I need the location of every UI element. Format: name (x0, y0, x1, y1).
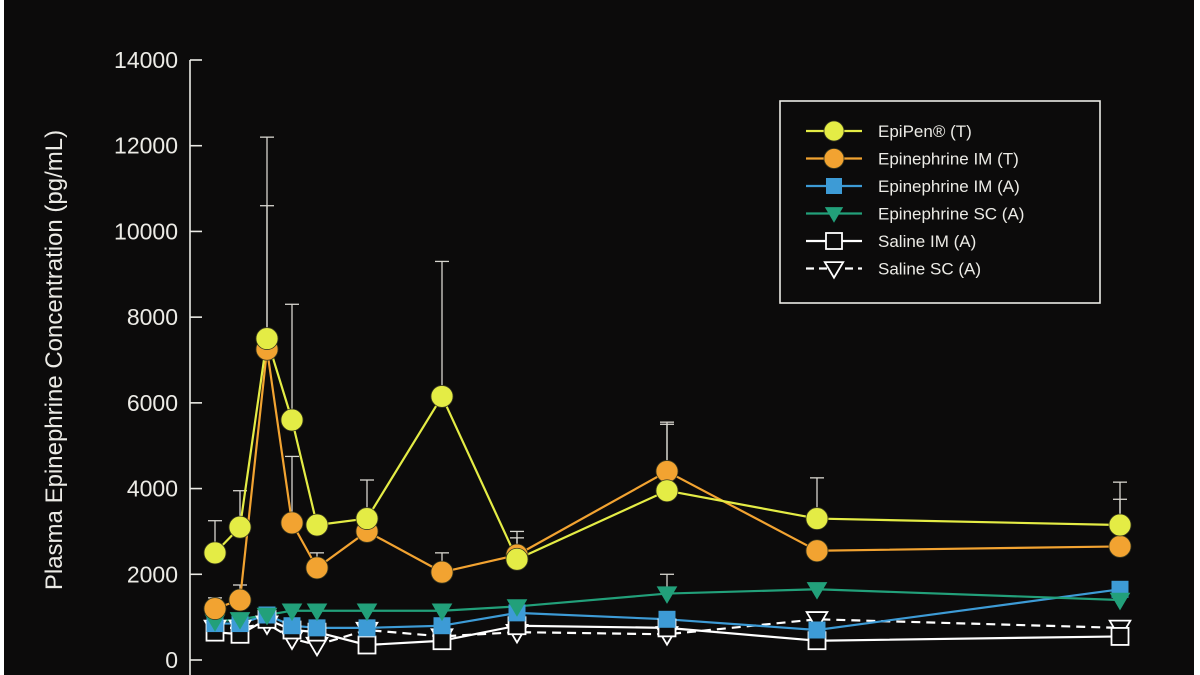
data-point (505, 547, 529, 571)
y-tick-label: 2000 (127, 561, 178, 587)
data-point (1108, 535, 1132, 558)
data-point (805, 611, 829, 632)
legend-label: Saline SC (A) (878, 260, 981, 279)
y-tick-label: 6000 (127, 390, 178, 416)
y-tick-label: 8000 (127, 304, 178, 330)
data-point (430, 385, 454, 408)
data-point (280, 511, 304, 535)
data-point (283, 617, 301, 635)
data-point (357, 635, 377, 655)
data-point (805, 507, 829, 530)
data-point (1110, 627, 1130, 646)
data-point (305, 556, 329, 580)
legend-marker (823, 261, 845, 280)
legend-marker (823, 148, 845, 169)
data-point (655, 460, 679, 483)
data-point (229, 612, 251, 630)
data-point (806, 582, 828, 600)
data-point (358, 619, 376, 637)
data-point (658, 610, 676, 628)
data-point (228, 588, 252, 612)
data-point (1108, 513, 1132, 537)
data-point (203, 541, 227, 565)
y-tick-label: 4000 (127, 476, 178, 502)
data-point (433, 617, 451, 635)
legend-marker (825, 232, 843, 250)
data-point (655, 479, 679, 503)
data-point (1109, 592, 1131, 611)
data-point (656, 586, 678, 604)
legend-label: Saline IM (A) (878, 232, 976, 251)
data-point (281, 603, 303, 622)
series-line (215, 618, 1121, 647)
y-tick-label: 10000 (114, 218, 178, 244)
y-axis-label: Plasma Epinephrine Concentration (pg/mL) (41, 130, 68, 590)
legend-marker (823, 120, 845, 142)
series-markers (203, 327, 1132, 658)
data-point (280, 408, 304, 432)
data-point (432, 631, 452, 651)
data-point (305, 513, 329, 537)
data-point (430, 560, 454, 584)
y-tick-label: 0 (165, 647, 178, 673)
data-point (308, 619, 326, 637)
legend-label: Epinephrine SC (A) (878, 205, 1024, 224)
data-point (805, 539, 829, 563)
data-point (228, 515, 252, 539)
axes: 0 2000 4000 6000 8000 10000 12000 14000 (114, 47, 202, 675)
legend-label: EpiPen® (T) (878, 122, 972, 141)
legend-label: Epinephrine IM (T) (878, 150, 1019, 169)
legend-label: Epinephrine IM (A) (878, 177, 1020, 196)
data-point (808, 621, 826, 639)
data-point (306, 603, 328, 622)
y-tick-label: 14000 (114, 47, 178, 73)
legend: EpiPen® (T) Epinephrine IM (T) Epinephrine… (779, 100, 1101, 304)
data-point (203, 597, 227, 620)
data-point (255, 327, 279, 350)
y-tick-label: 12000 (114, 133, 178, 159)
data-point (506, 599, 528, 617)
legend-marker (826, 178, 842, 194)
data-point (356, 603, 378, 622)
data-point (256, 607, 278, 626)
legend-marker (824, 207, 844, 223)
data-point (431, 603, 453, 622)
data-point (355, 507, 379, 530)
